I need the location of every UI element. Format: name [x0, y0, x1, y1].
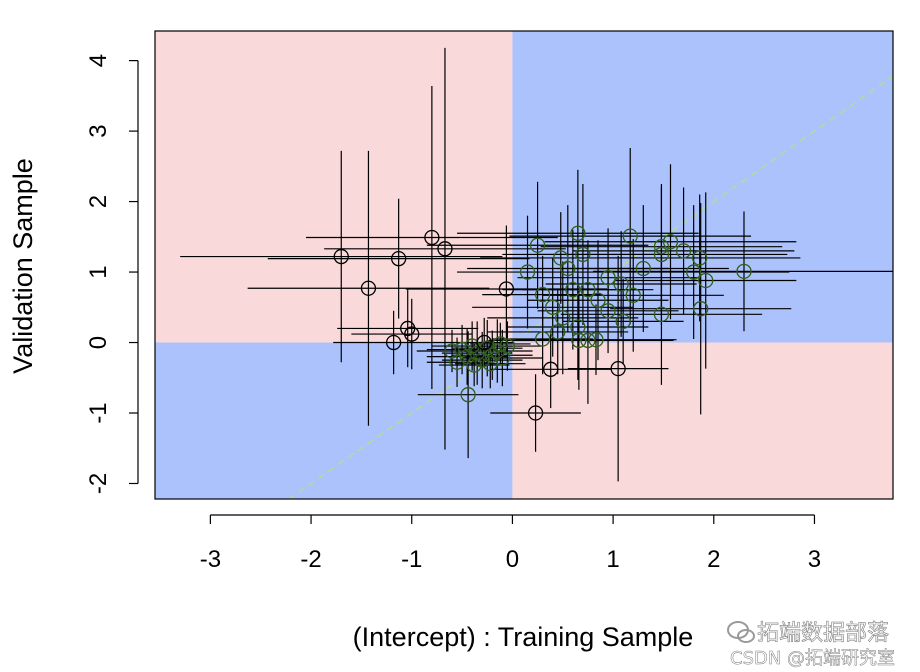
y-tick-label: 3 [85, 124, 112, 137]
x-tick-label: 1 [606, 546, 619, 573]
data-point [391, 251, 407, 267]
wechat-logo-icon [727, 621, 755, 643]
y-tick-label: -2 [85, 473, 112, 494]
y-axis: -2 -1 0 1 2 3 4 [85, 54, 139, 494]
quadrant-top-left [155, 31, 513, 343]
plot-frame [154, 30, 894, 500]
data-point [685, 264, 702, 280]
x-axis-title: (Intercept) : Training Sample [353, 622, 694, 652]
data-point [560, 260, 576, 277]
point-markers [333, 225, 752, 421]
data-point [534, 331, 551, 347]
data-point [622, 228, 638, 244]
data-point [555, 310, 571, 326]
x-tick-label: -2 [300, 546, 321, 573]
x-tick-label: 3 [808, 546, 821, 573]
y-tick-label: -1 [85, 402, 112, 423]
data-point [635, 260, 651, 277]
data-point [424, 229, 440, 246]
data-point [736, 263, 752, 279]
x-tick-label: 0 [506, 546, 519, 573]
quadrant-bottom-left [155, 342, 513, 499]
data-point [580, 282, 596, 298]
data-point [333, 248, 349, 265]
watermark: 拓端数据部落 CSDN @拓端研究室 [712, 612, 920, 672]
x-tick-label: -3 [200, 546, 221, 573]
watermark-source: CSDN @拓端研究室 [730, 648, 895, 669]
data-point [499, 338, 516, 354]
data-point [698, 272, 714, 289]
data-point [653, 246, 670, 263]
y-tick-label: 2 [85, 195, 112, 208]
x-tick-label: -1 [401, 546, 422, 573]
data-point [565, 282, 581, 298]
data-point [466, 357, 482, 373]
data-point [404, 326, 420, 342]
y-tick-label: 0 [85, 336, 112, 349]
quadrant-bottom-right [512, 342, 893, 499]
data-point [610, 360, 626, 377]
data-point [534, 286, 551, 303]
data-point [625, 287, 641, 303]
data-point [653, 239, 670, 255]
data-point [600, 303, 616, 319]
data-point [527, 405, 544, 421]
data-point [588, 332, 604, 348]
data-point [498, 281, 515, 297]
data-point [492, 336, 508, 352]
data-point [613, 276, 629, 292]
data-point [580, 332, 596, 349]
data-point [484, 347, 500, 363]
data-point [675, 243, 692, 259]
quadrant-backgrounds [155, 31, 893, 499]
x-axis: -3 -2 -1 0 1 2 3 [200, 514, 821, 573]
y-tick-label: 1 [85, 265, 112, 278]
data-point [550, 324, 566, 340]
data-point [653, 306, 670, 322]
data-point [570, 319, 586, 335]
x-tick-label: 2 [707, 546, 720, 573]
data-point [570, 225, 586, 241]
data-point [575, 246, 591, 263]
data-point [460, 387, 476, 403]
quadrant-top-right [512, 31, 893, 343]
data-point [360, 280, 377, 296]
y-tick-label: 4 [85, 54, 112, 67]
reference-line-group [288, 75, 894, 500]
y-axis-title: Validation Sample [8, 158, 38, 374]
data-point [385, 334, 402, 351]
data-point [482, 356, 498, 372]
data-point [693, 301, 709, 317]
data-point [444, 343, 460, 359]
watermark-title: 拓端数据部落 [757, 621, 889, 646]
data-point [553, 250, 569, 266]
data-point [545, 299, 561, 315]
data-point [600, 270, 616, 286]
data-point [519, 264, 536, 280]
data-point [662, 234, 679, 250]
data-point [692, 250, 708, 266]
data-point [476, 334, 492, 351]
data-point [543, 361, 559, 377]
data-point [529, 237, 546, 253]
data-point [590, 292, 606, 308]
data-point [615, 313, 631, 330]
data-point [437, 241, 453, 257]
reference-line [288, 75, 894, 500]
